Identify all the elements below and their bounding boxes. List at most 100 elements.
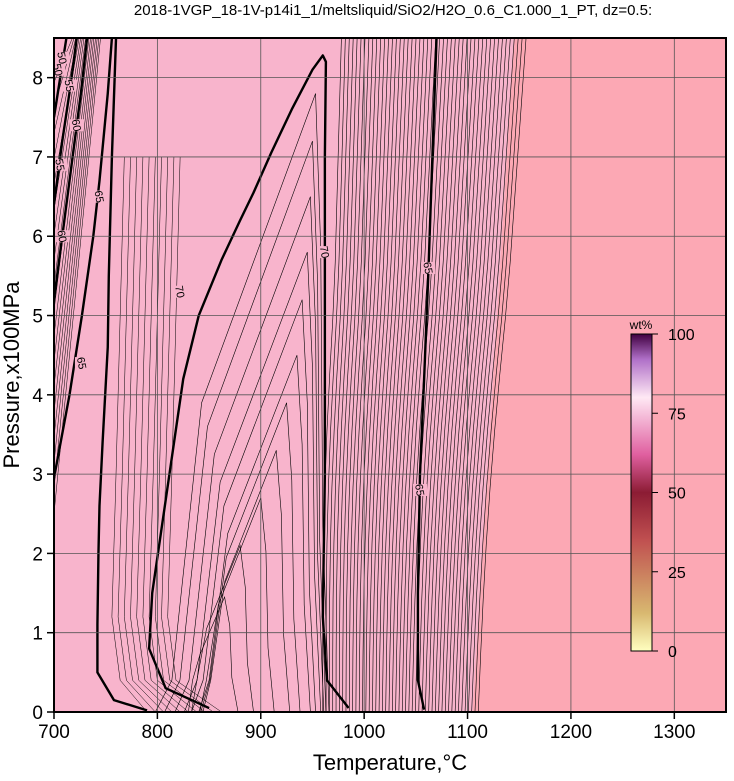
contour-label: 50 <box>50 63 64 77</box>
thin-contour-line <box>398 38 433 712</box>
contour-label: 55 <box>52 158 66 172</box>
x-tick-label: 1000 <box>343 722 385 743</box>
thin-contour-line <box>345 38 370 712</box>
thin-contour-line <box>451 38 495 712</box>
contour-label-bg <box>173 285 188 298</box>
thin-contour-line <box>372 38 401 712</box>
thin-contour-line <box>474 38 523 712</box>
colorbar-title: wt% <box>629 318 653 332</box>
bold-contour-60 <box>54 38 89 300</box>
thin-contour-line <box>111 156 148 712</box>
thin-contour-line <box>117 156 156 712</box>
thin-contour-line <box>438 38 480 712</box>
thin-contour-line <box>54 38 83 235</box>
thin-contour-line <box>54 38 100 489</box>
thin-contour-line <box>339 38 362 712</box>
thin-contour-line <box>355 38 381 712</box>
colorbar-tick-label: 0 <box>668 644 677 661</box>
thin-contour-line <box>401 38 436 712</box>
contour-label-bg <box>412 483 427 496</box>
thin-contour-line <box>461 38 507 712</box>
thin-contour-line <box>378 38 409 712</box>
bold-contour-65 <box>416 38 438 710</box>
axis-labels: Temperature,°C Pressure,x100MPa <box>0 281 467 775</box>
x-tick-label: 1200 <box>550 722 592 743</box>
thin-contour-line <box>441 38 484 712</box>
thin-contour-loop <box>174 196 325 712</box>
colorbar-tick-label: 50 <box>668 486 686 503</box>
thin-contour-line <box>405 38 440 712</box>
contour-label: 55 <box>62 79 76 93</box>
thin-contour-line <box>325 38 346 712</box>
contour-label-bg <box>74 357 89 370</box>
y-tick-label: 2 <box>32 544 43 565</box>
y-tick-label: 6 <box>32 227 43 248</box>
x-axis-title: Temperature,°C <box>313 750 467 775</box>
thin-contour-line <box>464 38 511 712</box>
contour-label-bg <box>92 190 107 203</box>
thin-contour-line <box>342 38 366 712</box>
plot-frame <box>53 37 727 713</box>
thin-contour-line <box>458 38 503 712</box>
thin-contour-line <box>471 38 519 712</box>
thin-contour-line <box>431 38 472 712</box>
contour-label-bg <box>421 261 436 274</box>
thin-contour-line <box>54 38 86 286</box>
thin-contour-line <box>391 38 425 712</box>
thin-contour-line <box>421 38 460 712</box>
thin-contour-line <box>352 38 378 712</box>
thin-contour-line <box>54 38 85 261</box>
thin-contour-line <box>358 38 385 712</box>
thin-contour-line <box>124 156 164 712</box>
thin-contour-line <box>365 38 393 712</box>
thin-contour-line <box>388 38 421 712</box>
colorbar-tick-label: 100 <box>668 327 695 344</box>
contour-label: 65 <box>420 261 434 275</box>
thin-contour-line <box>382 38 413 712</box>
thin-contour-line <box>54 38 95 413</box>
thin-contour-line <box>161 156 214 712</box>
colorbar-gradient <box>630 333 653 652</box>
thin-contour-line <box>425 38 464 712</box>
thin-contour-line <box>454 38 499 712</box>
contour-label-bg <box>317 246 332 259</box>
contour-label: 65 <box>92 190 106 204</box>
thin-contour-line <box>477 38 527 712</box>
bold-contour-55 <box>54 38 78 205</box>
thin-contour-line <box>335 38 358 712</box>
thin-contour-line <box>395 38 429 712</box>
y-tick-label: 3 <box>32 465 43 486</box>
thin-contour-line <box>368 38 397 712</box>
contour-label-bg <box>62 79 77 92</box>
y-tick-label: 1 <box>32 624 43 645</box>
thin-contour-line <box>434 38 476 712</box>
contour-label: 60 <box>69 118 83 132</box>
colorbar: wt% 100 75 50 25 0 <box>629 318 695 661</box>
thin-contour-line <box>385 38 417 712</box>
thin-contour-line <box>411 38 448 712</box>
contour-label-bg <box>54 63 66 76</box>
colorbar-tick-label: 75 <box>668 406 686 423</box>
y-tick-label: 8 <box>32 69 43 90</box>
thin-contour-line <box>54 38 90 337</box>
contour-label: 65 <box>412 483 426 497</box>
thin-contour-line <box>444 38 488 712</box>
thin-contour-line <box>54 38 98 464</box>
thin-contour-line <box>332 38 354 712</box>
thin-contour-line <box>54 38 81 210</box>
thin-contour-line <box>54 38 91 362</box>
x-tick-label: 700 <box>38 722 70 743</box>
contour-label: 70 <box>317 245 331 259</box>
y-tick-label: 4 <box>32 386 43 407</box>
thin-contour-loop <box>183 251 322 712</box>
superliquidus-field <box>472 38 726 712</box>
y-tick-label: 7 <box>32 148 43 169</box>
contour-label-bg <box>69 119 84 132</box>
thin-contour-loop <box>198 355 311 712</box>
thin-contour-line <box>375 38 405 712</box>
thin-contour-line <box>428 38 468 712</box>
